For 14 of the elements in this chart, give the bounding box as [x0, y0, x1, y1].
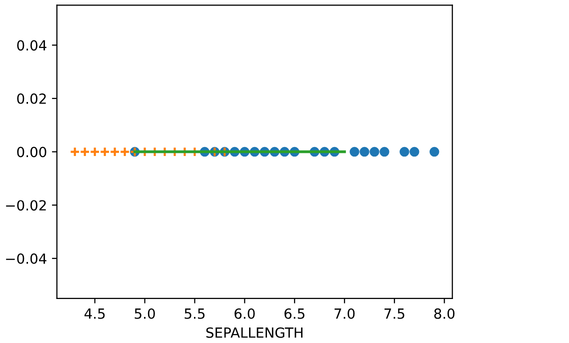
x-axis-title: SEPALLENGTH: [206, 327, 302, 338]
x-tick-label: 7.0: [334, 308, 355, 319]
y-tick-label: 0.00: [17, 146, 46, 158]
y-tick-label: −0.04: [6, 253, 46, 264]
x-tick-label: 4.5: [84, 308, 105, 319]
x-tick-label: 6.5: [284, 308, 304, 319]
x-tick-label: 7.5: [384, 308, 404, 319]
y-tick-label: 0.02: [17, 93, 46, 104]
y-tick-label: 0.04: [17, 40, 46, 51]
x-tick-label: 5.5: [184, 308, 205, 319]
y-tick-label: −0.02: [6, 200, 46, 211]
x-tick-label: 6.0: [234, 308, 255, 319]
x-tick-label: 8.0: [434, 308, 454, 319]
x-tick-label: 5.0: [134, 308, 155, 319]
